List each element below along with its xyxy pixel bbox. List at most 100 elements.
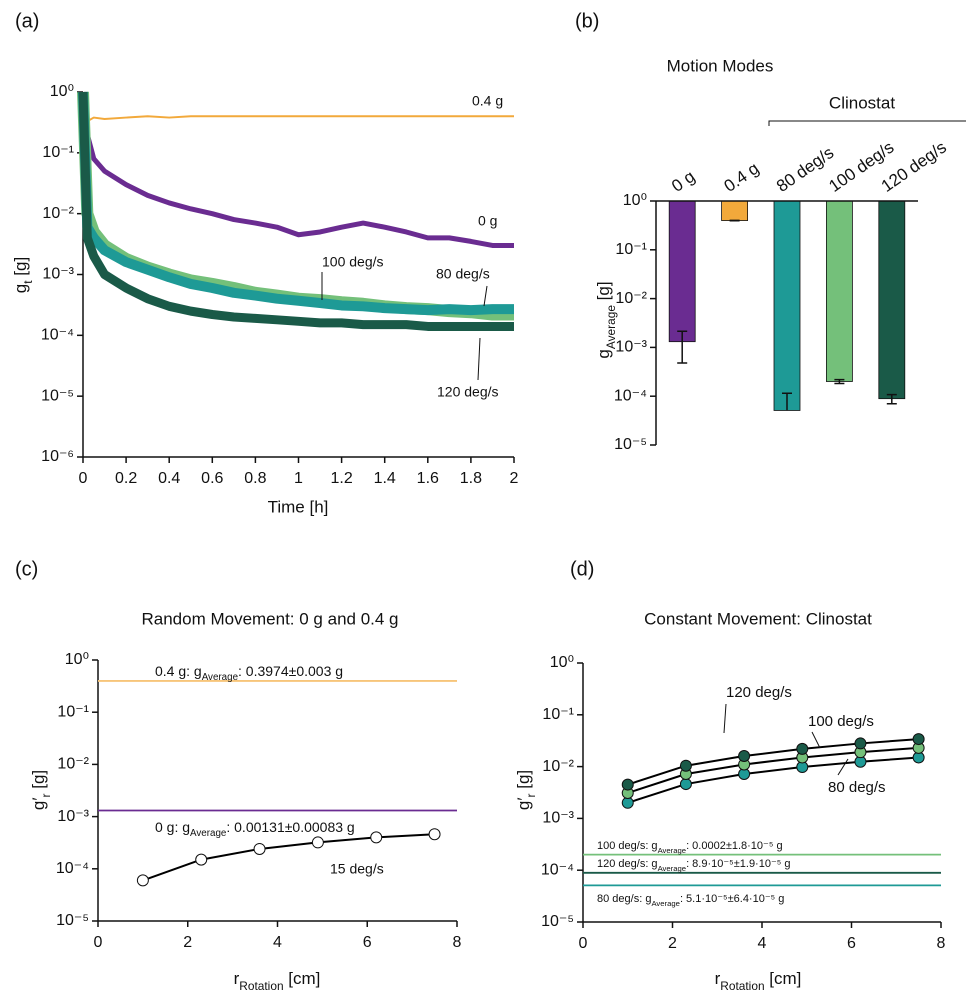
x-axis-label: Time [h] xyxy=(268,497,329,516)
error-bar xyxy=(886,393,897,405)
x-tick-label: 0 xyxy=(579,935,588,952)
bar xyxy=(721,200,748,221)
x-tick-label: 2 xyxy=(183,934,192,951)
x-tick-label: 1.6 xyxy=(417,470,439,487)
data-point xyxy=(195,853,208,866)
series-line xyxy=(78,91,514,331)
x-tick-label: 1 xyxy=(294,470,303,487)
data-point xyxy=(679,759,692,772)
x-axis-label-part: Rotation xyxy=(239,979,283,992)
reference-label-part: : 0.00131±0.00083 g xyxy=(226,819,354,835)
leader-line xyxy=(477,337,481,381)
y-tick-label: 10⁻⁵ xyxy=(56,912,89,929)
data-point xyxy=(311,836,324,849)
x-tick-label: 0 xyxy=(79,470,88,487)
reference-label-part: Average xyxy=(658,846,687,855)
y-tick-label: 10⁻⁴ xyxy=(56,860,89,877)
reference-label-part: Average xyxy=(190,828,227,839)
y-tick-label: 10⁰ xyxy=(65,651,89,668)
reference-label-part: : 0.0002±1.8·10⁻⁵ g xyxy=(686,840,783,852)
reference-label: 120 deg/s: gAverage: 8.9·10⁻⁵±1.9·10⁻⁵ g xyxy=(597,858,791,873)
series-line xyxy=(80,91,514,248)
y-axis-label: g′r [g] xyxy=(514,770,538,810)
panel-label: (b) xyxy=(575,10,599,32)
series-label: 120 deg/s xyxy=(726,684,792,701)
y-axis-label-part: Average xyxy=(604,305,618,349)
reference-label-part: 80 deg/s: g xyxy=(597,893,651,905)
reference-label-part: Average xyxy=(658,864,687,873)
y-axis-label-part: g xyxy=(11,284,30,293)
series-label: 80 deg/s xyxy=(828,779,886,796)
category-label: 0 g xyxy=(668,167,698,196)
y-axis-label-part: t xyxy=(21,280,35,284)
reference-label-part: 0.4 g: g xyxy=(155,663,202,679)
y-tick-label: 10⁻⁵ xyxy=(614,436,647,453)
y-axis-label: g′r [g] xyxy=(29,770,53,810)
data-point xyxy=(796,742,809,755)
series-label: 15 deg/s xyxy=(330,861,384,877)
y-axis-label-part: [g] xyxy=(594,281,613,305)
y-axis-label-part: g′ xyxy=(29,797,48,810)
y-axis-label-part: [g] xyxy=(29,770,48,794)
x-tick-label: 8 xyxy=(453,934,462,951)
series-line xyxy=(78,91,514,316)
y-axis-label: gt [g] xyxy=(11,257,35,293)
data-point xyxy=(621,778,634,791)
y-tick-label: 10⁻² xyxy=(615,290,647,307)
category-label: 0.4 g xyxy=(721,159,763,196)
y-tick-label: 10⁻¹ xyxy=(42,144,74,161)
y-tick-label: 10⁰ xyxy=(550,654,574,671)
reference-label-part: : 0.3974±0.003 g xyxy=(238,663,343,679)
x-axis-label-part: r xyxy=(715,969,721,988)
reference-label-part: Average xyxy=(651,899,680,908)
x-tick-label: 0.6 xyxy=(201,470,223,487)
reference-label: 80 deg/s: gAverage: 5.1·10⁻⁵±6.4·10⁻⁵ g xyxy=(597,893,784,908)
y-axis-label-part: g′ xyxy=(514,797,533,810)
group-bracket xyxy=(768,120,966,126)
series-label: 0.4 g xyxy=(472,93,503,109)
group-label: Clinostat xyxy=(829,93,895,112)
y-axis-label-part: g xyxy=(594,349,613,358)
bar xyxy=(773,200,801,411)
x-tick-label: 2 xyxy=(668,935,677,952)
panel-label: (d) xyxy=(570,558,594,580)
leader-line xyxy=(837,758,849,776)
series-label: 100 deg/s xyxy=(322,254,384,270)
bar xyxy=(878,200,906,400)
data-point xyxy=(370,831,383,844)
error-bar xyxy=(782,392,792,411)
panel-label: (a) xyxy=(15,10,39,32)
reference-label: 100 deg/s: gAverage: 0.0002±1.8·10⁻⁵ g xyxy=(597,840,783,855)
x-tick-label: 4 xyxy=(758,935,767,952)
data-point xyxy=(912,733,925,746)
x-tick-label: 0.4 xyxy=(158,470,180,487)
data-point xyxy=(854,737,867,750)
y-tick-label: 10⁰ xyxy=(623,192,647,209)
data-point xyxy=(428,828,441,841)
x-tick-label: 6 xyxy=(847,935,856,952)
series-label: 100 deg/s xyxy=(808,713,874,730)
x-tick-label: 2 xyxy=(510,470,519,487)
reference-label-part: 120 deg/s: g xyxy=(597,858,658,870)
data-point xyxy=(253,842,266,855)
x-axis-label-part: [cm] xyxy=(284,969,321,988)
y-tick-label: 10⁻² xyxy=(42,205,74,222)
y-tick-label: 10⁻⁵ xyxy=(41,387,74,404)
reference-label-part: 100 deg/s: g xyxy=(597,840,658,852)
series-line xyxy=(627,746,919,794)
x-tick-label: 0 xyxy=(94,934,103,951)
data-point xyxy=(738,750,751,763)
y-axis-label-part: [g] xyxy=(11,257,30,281)
reference-label-part: Average xyxy=(202,672,239,683)
series-line xyxy=(627,738,919,786)
y-axis-label-part: r xyxy=(39,793,53,797)
series-line xyxy=(82,91,514,123)
x-axis-label-part: [cm] xyxy=(765,969,802,988)
y-tick-label: 10⁻³ xyxy=(57,808,89,825)
chart-title: Constant Movement: Clinostat xyxy=(644,609,872,628)
panel-label: (c) xyxy=(15,558,38,580)
error-bar xyxy=(677,330,688,364)
leader-line xyxy=(483,285,488,307)
x-axis-label: rRotation [cm] xyxy=(234,969,321,992)
